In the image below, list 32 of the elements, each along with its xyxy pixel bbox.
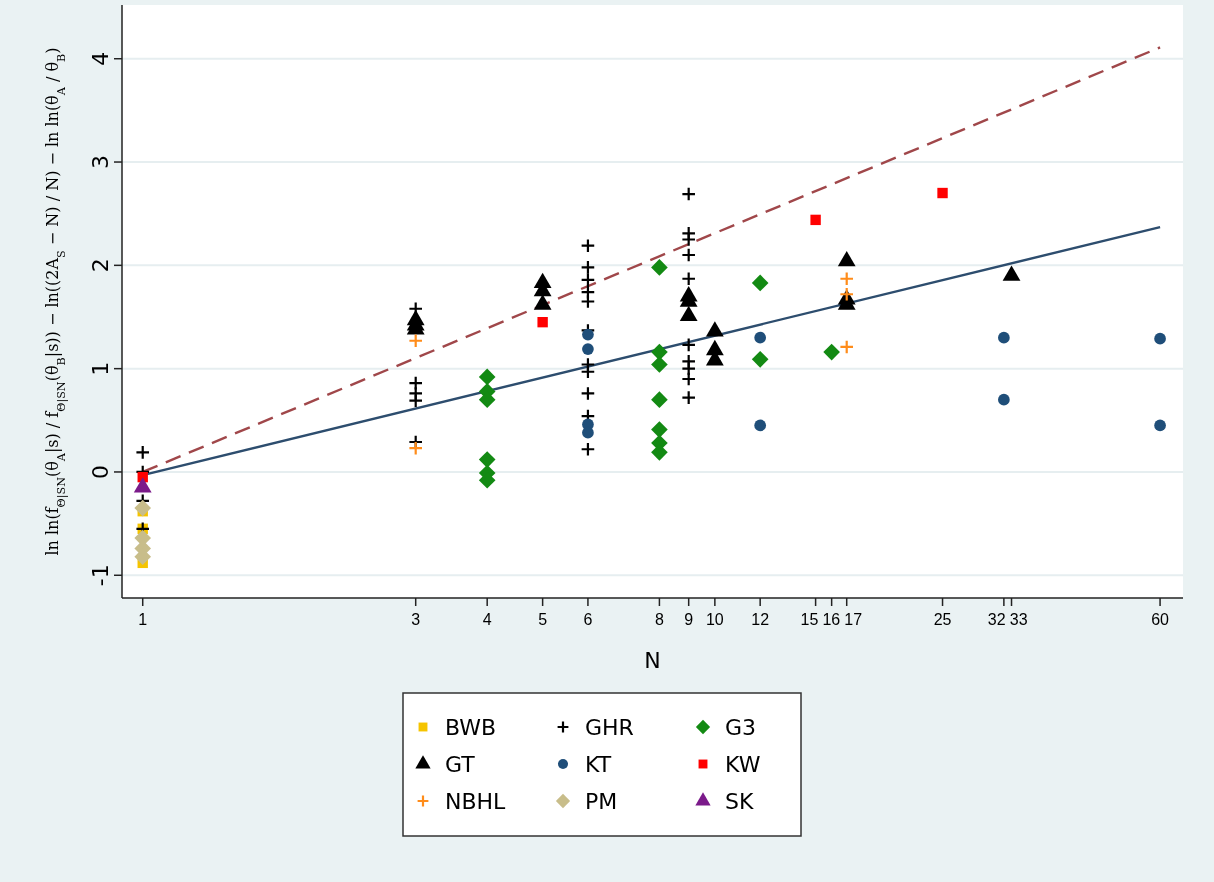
x-tick-label: 25 xyxy=(933,611,952,628)
legend-label: NBHL xyxy=(445,789,507,814)
legend-label: SK xyxy=(725,789,754,814)
x-tick-label: 8 xyxy=(654,611,664,628)
x-tick-label: 5 xyxy=(538,611,548,628)
x-tick-label: 16 xyxy=(822,611,841,628)
x-tick-label: 9 xyxy=(684,611,694,628)
x-tick-label: 60 xyxy=(1151,611,1170,628)
legend-label: PM xyxy=(585,789,618,814)
x-tick-label: 15 xyxy=(800,611,819,628)
x-tick-label: 6 xyxy=(583,611,593,628)
x-tick-label: 10 xyxy=(705,611,724,628)
legend-label: GHR xyxy=(585,715,634,740)
y-tick-label: 4 xyxy=(88,51,113,66)
x-tick-label: 32 xyxy=(987,611,1006,628)
legend-label: BWB xyxy=(445,715,497,740)
y-tick-label: 2 xyxy=(88,258,113,273)
x-axis-title: N xyxy=(644,648,661,673)
legend-label: G3 xyxy=(725,715,757,740)
x-tick-label: 33 xyxy=(1009,611,1028,628)
x-tick-label: 1 xyxy=(138,611,148,628)
x-tick-label: 12 xyxy=(751,611,770,628)
legend-label: KT xyxy=(585,752,612,777)
legend-label: KW xyxy=(725,752,761,777)
y-tick-label: 1 xyxy=(88,361,113,376)
y-tick-label: 0 xyxy=(88,464,113,479)
y-tick-label: 3 xyxy=(88,155,113,170)
x-tick-label: 17 xyxy=(844,611,863,628)
legend-label: GT xyxy=(445,752,476,777)
y-tick-label: -1 xyxy=(88,564,113,587)
x-tick-label: 4 xyxy=(482,611,492,628)
x-tick-label: 3 xyxy=(411,611,421,628)
